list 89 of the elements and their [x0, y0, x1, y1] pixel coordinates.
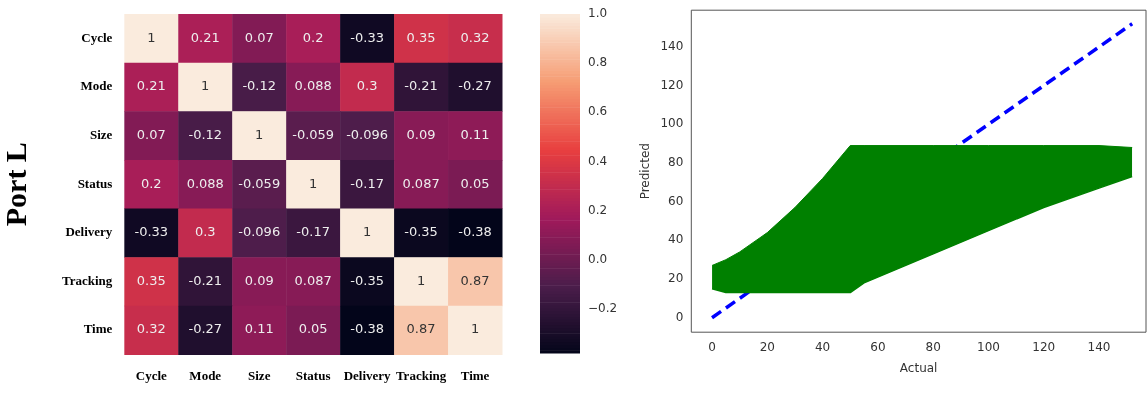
color-bar-label: 0.4	[588, 153, 608, 168]
y-tick-label: 100	[660, 116, 684, 131]
data-label: -0.059	[238, 175, 281, 191]
color-bar-label: 0.2	[588, 202, 608, 217]
y-tick-label: Delivery	[65, 224, 113, 240]
x-tick-label: Time	[460, 367, 490, 383]
data-label: 0.21	[190, 29, 220, 45]
data-label: -0.38	[458, 224, 492, 240]
x-tick-label: Status	[295, 367, 331, 383]
y-tick-label: 60	[668, 193, 684, 208]
y-tick-label: Status	[77, 175, 113, 191]
x-tick-label: 40	[814, 339, 831, 354]
data-label: -0.38	[350, 321, 384, 337]
y-tick-label: Time	[83, 321, 113, 337]
data-label: -0.12	[188, 126, 223, 142]
data-label: 0.088	[294, 78, 332, 94]
x-tick-label: Cycle	[135, 367, 168, 383]
data-label: 0.35	[136, 272, 166, 288]
x-tick-label: 80	[925, 339, 941, 354]
data-label: -0.21	[188, 272, 223, 288]
data-label: 0.3	[356, 78, 378, 94]
color-bar-label: 0.6	[588, 104, 608, 119]
data-label: 0.32	[460, 29, 490, 45]
data-label: 0.087	[294, 272, 332, 288]
data-label: 1	[147, 29, 156, 45]
x-tick-label: 100	[976, 339, 1000, 354]
data-label: 0.35	[406, 29, 436, 45]
data-label: 1	[416, 272, 426, 288]
y-tick-label: Mode	[80, 78, 113, 94]
y-tick-label: 120	[660, 77, 684, 92]
data-label: 0.32	[136, 321, 166, 337]
data-label: -0.059	[292, 126, 335, 142]
y-tick-label: Cycle	[81, 29, 113, 45]
x-tick-label: 140	[1087, 339, 1111, 354]
data-label: -0.35	[404, 224, 438, 240]
data-label: 0.07	[244, 29, 274, 45]
data-label: 0.11	[460, 126, 490, 142]
x-tick-label: Delivery	[343, 367, 392, 383]
y-tick-label: 20	[668, 271, 684, 286]
x-tick-label: 20	[759, 339, 775, 354]
data-label: -0.33	[134, 224, 169, 240]
data-label: -0.17	[296, 224, 330, 240]
data-label: 0.2	[140, 175, 162, 191]
x-tick-label: 60	[870, 339, 886, 354]
data-label: -0.21	[404, 78, 438, 94]
y-axis-title: Predicted	[638, 143, 653, 200]
y-tick-label: Tracking	[61, 272, 113, 288]
x-tick-label: 120	[1032, 339, 1056, 354]
y-axis-title: Port L	[0, 142, 32, 227]
data-label: -0.12	[242, 78, 277, 94]
color-bar-label: 0.0	[588, 251, 608, 266]
x-tick-label: Tracking	[395, 367, 447, 383]
data-label: -0.27	[458, 78, 492, 94]
data-label: 0.87	[406, 321, 436, 337]
data-label: -0.096	[346, 126, 389, 142]
data-label: 0.11	[244, 321, 274, 337]
data-label: 1	[362, 224, 372, 240]
x-tick-label: Size	[248, 367, 271, 383]
x-axis-title: Actual	[899, 360, 938, 375]
data-label: 0.87	[460, 272, 490, 288]
data-label: 1	[470, 321, 480, 337]
color-bar-label: −0.2	[588, 300, 618, 315]
data-label: 0.3	[194, 224, 216, 240]
y-tick-label: 0	[675, 309, 684, 324]
data-label: -0.33	[350, 29, 384, 45]
y-tick-label: 40	[668, 232, 684, 247]
color-bar-label: 1.0	[588, 6, 608, 21]
data-label: 0.09	[244, 272, 274, 288]
data-label: 0.05	[298, 321, 328, 337]
y-tick-label: Size	[89, 126, 113, 142]
data-label: 1	[201, 78, 210, 94]
data-label: 0.07	[136, 126, 166, 142]
data-label: 1	[255, 126, 264, 142]
data-label: 0.09	[406, 126, 436, 142]
data-label: 0.21	[136, 78, 166, 94]
y-tick-label: 80	[668, 155, 684, 170]
data-label: 0.05	[460, 175, 490, 191]
data-label: -0.096	[238, 224, 281, 240]
data-label: -0.17	[350, 175, 384, 191]
y-tick-label: 140	[660, 39, 684, 54]
data-label: -0.27	[188, 321, 223, 337]
data-label: -0.35	[350, 272, 384, 288]
color-bar-label: 0.8	[588, 55, 608, 70]
x-tick-label: Mode	[189, 367, 222, 383]
data-label: 0.088	[186, 175, 224, 191]
data-label: 0.087	[402, 175, 440, 191]
data-label: 0.2	[302, 29, 324, 45]
x-tick-label: 0	[708, 339, 716, 354]
data-label: 1	[309, 175, 318, 191]
